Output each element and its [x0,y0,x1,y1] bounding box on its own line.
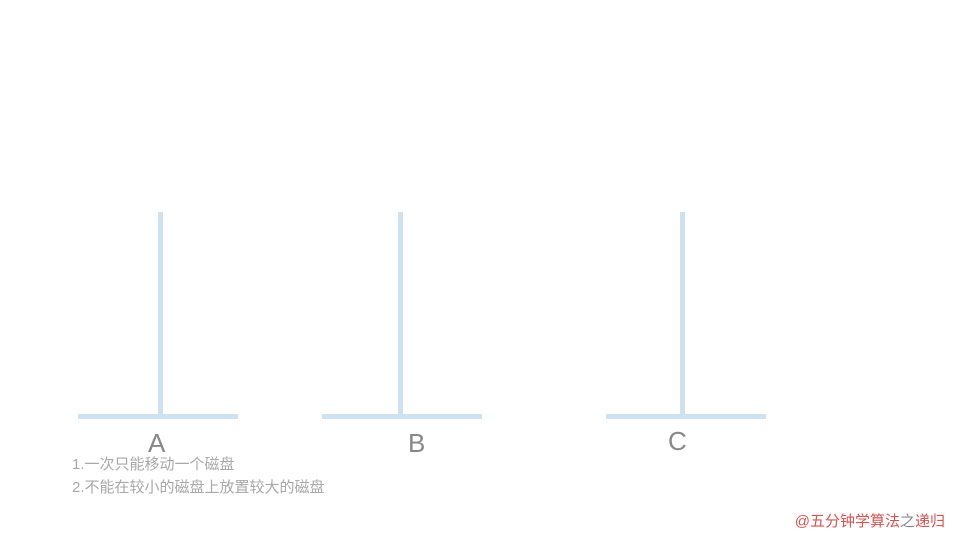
watermark-brand: 五分钟学算法 [810,513,900,530]
peg-c-pole [680,212,685,416]
watermark: @五分钟学算法之递归 [795,510,945,531]
rules-block: 1.一次只能移动一个磁盘 2.不能在较小的磁盘上放置较大的磁盘 [72,454,325,499]
peg-b-label: B [408,428,425,459]
peg-c-label: C [668,426,687,457]
watermark-at: @ [795,513,810,530]
watermark-sep: 之 [900,513,915,530]
rule-2: 2.不能在较小的磁盘上放置较大的磁盘 [72,477,325,500]
peg-b-base [322,414,482,419]
watermark-topic: 递归 [915,513,945,530]
peg-a-base [78,414,238,419]
rule-1: 1.一次只能移动一个磁盘 [72,454,325,477]
peg-b-pole [398,212,403,416]
peg-c-base [606,414,766,419]
peg-a-pole [158,212,163,416]
